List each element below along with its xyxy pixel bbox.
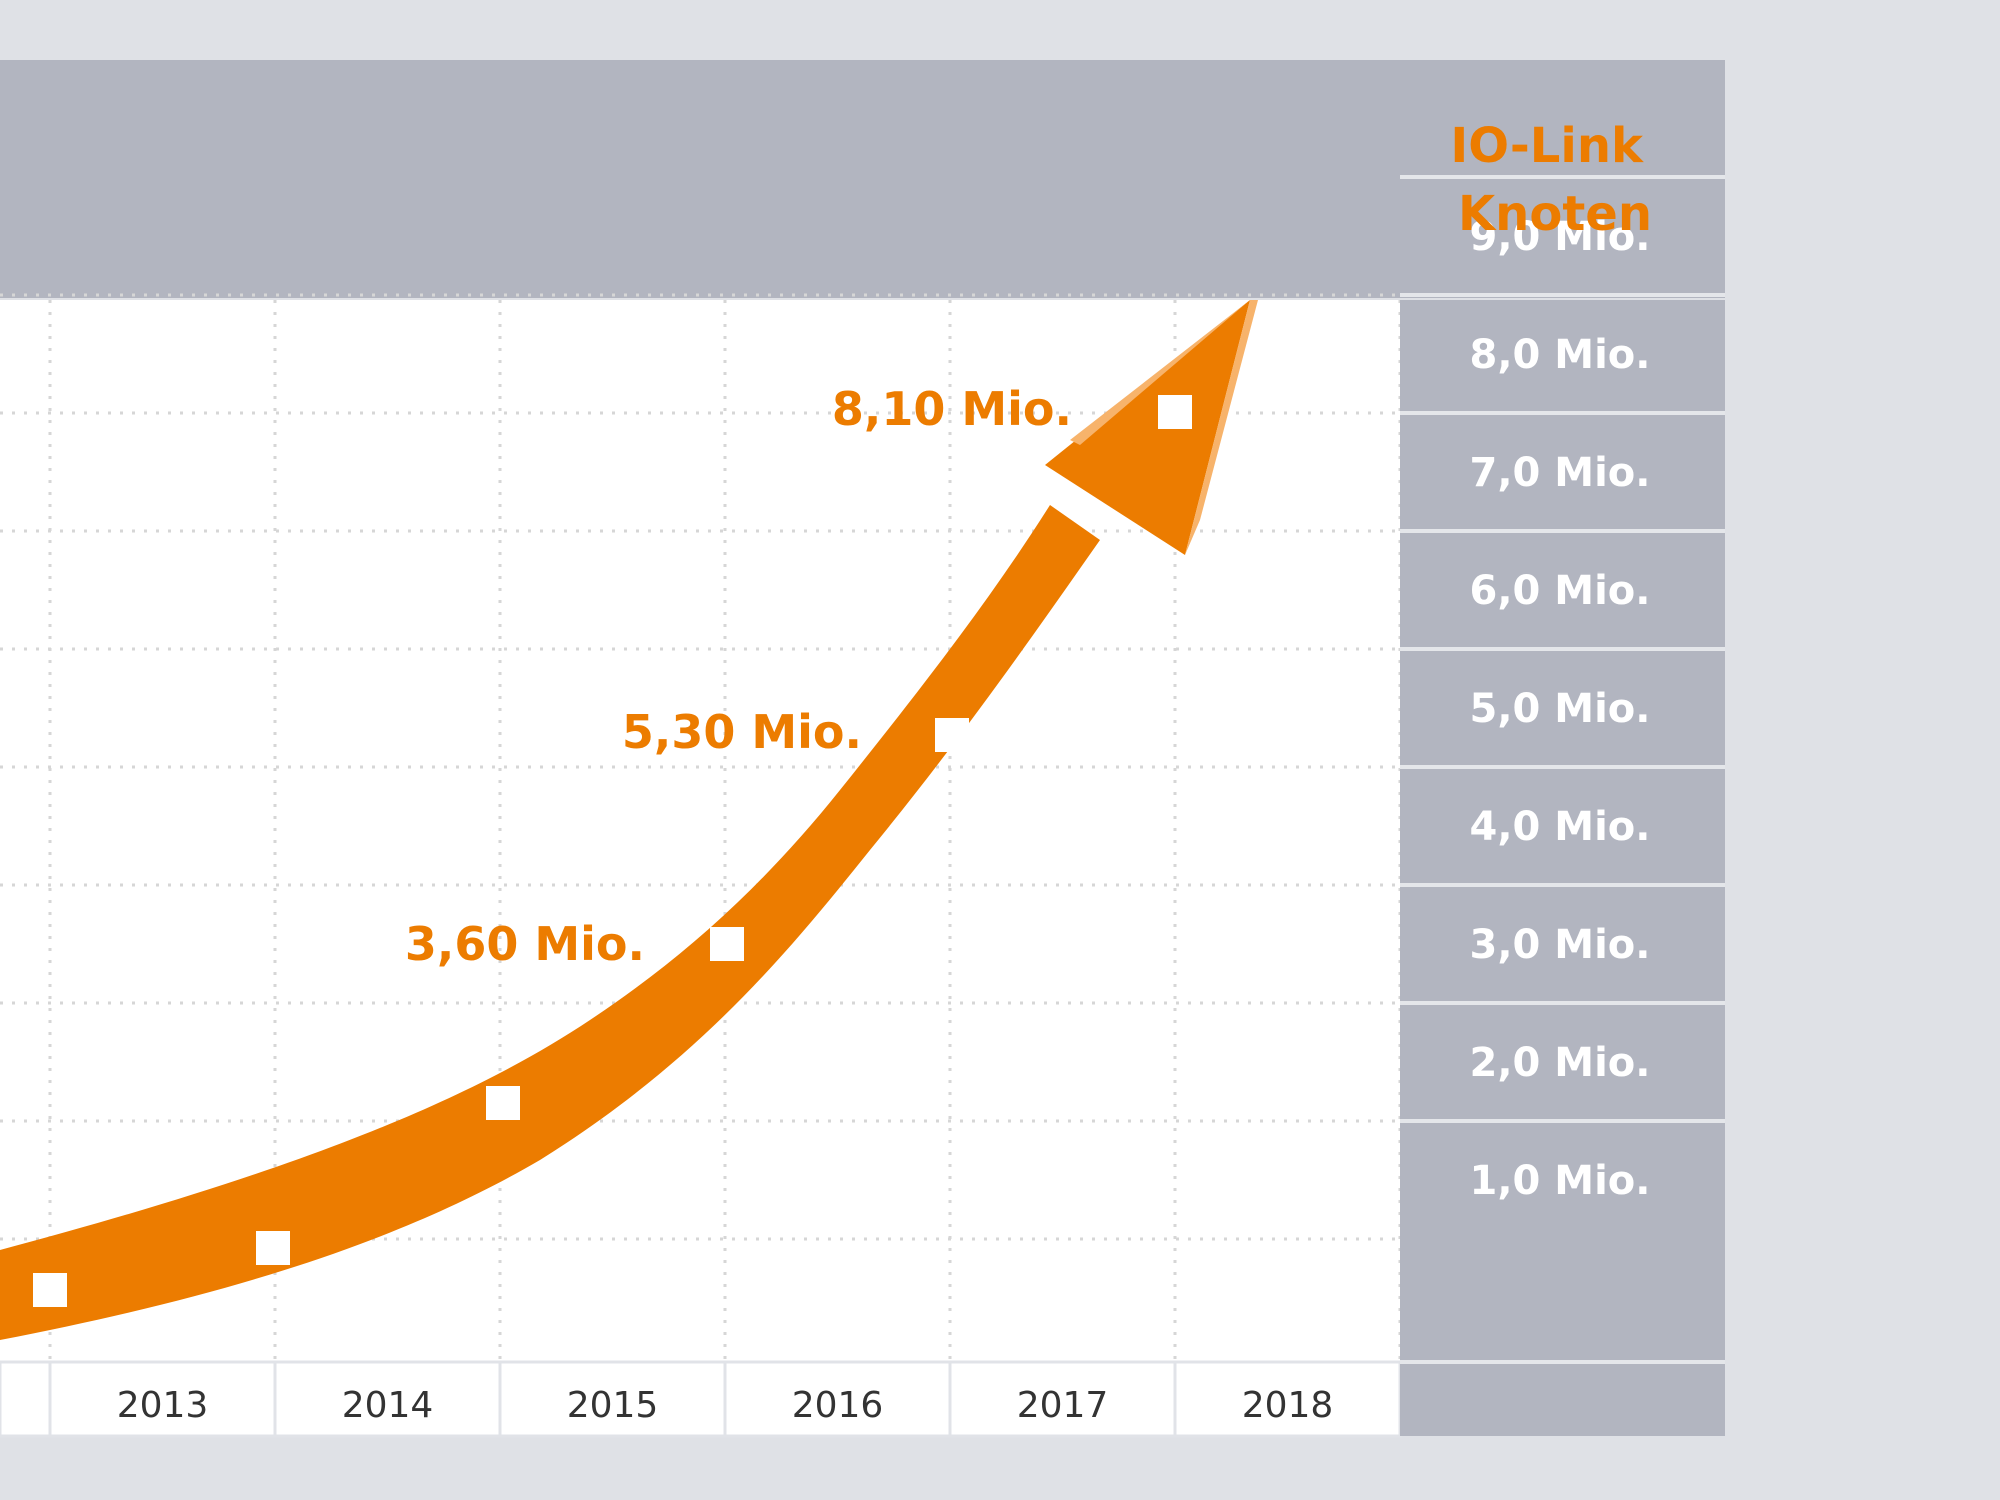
arrow-body <box>0 505 1100 1340</box>
y-tick-label: 2,0 Mio. <box>1470 1040 1651 1086</box>
arrow-head-highlight <box>1070 300 1250 445</box>
growth-arrow <box>0 300 1258 1340</box>
legend-title: IO-Link Knoten <box>1450 118 1659 242</box>
data-marker <box>33 1273 67 1307</box>
y-tick-label: 6,0 Mio. <box>1470 568 1651 614</box>
legend-title-line-2: Knoten <box>1458 186 1652 242</box>
y-tick-label: 3,0 Mio. <box>1470 922 1651 968</box>
y-tick-label: 1,0 Mio. <box>1470 1158 1651 1204</box>
data-marker <box>486 1086 520 1120</box>
x-tick-label: 2013 <box>117 1385 209 1426</box>
arrow-head <box>1045 300 1250 555</box>
data-label: 3,60 Mio. <box>405 917 645 971</box>
legend-title-line-1: IO-Link <box>1450 118 1644 174</box>
data-marker <box>935 718 969 752</box>
y-axis-panel <box>1400 300 1725 1436</box>
y-tick-label: 4,0 Mio. <box>1470 804 1651 850</box>
y-tick-label: 9,0 Mio. <box>1470 214 1651 260</box>
x-tick-label: 2016 <box>792 1385 884 1426</box>
data-label: 8,10 Mio. <box>832 382 1072 436</box>
y-tick-label: 8,0 Mio. <box>1470 332 1651 378</box>
data-marker <box>1158 395 1192 429</box>
arrow-head-highlight <box>1185 300 1258 555</box>
x-tick-label: 2018 <box>1242 1385 1334 1426</box>
y-axis: 1,0 Mio. 2,0 Mio. 3,0 Mio. 4,0 Mio. 5,0 Mio.… <box>1400 175 1725 1436</box>
y-tick-label: 5,0 Mio. <box>1470 686 1651 732</box>
y-tick-label: 7,0 Mio. <box>1470 450 1651 496</box>
data-marker <box>710 927 744 961</box>
x-axis: 2013 2014 2015 2016 2017 2018 <box>0 1360 1402 1438</box>
x-tick-label: 2014 <box>342 1385 434 1426</box>
data-marker <box>256 1231 290 1265</box>
x-tick-label: 2015 <box>567 1385 659 1426</box>
x-tick-label: 2017 <box>1017 1385 1109 1426</box>
data-markers <box>33 395 1192 1307</box>
data-labels: 3,60 Mio. 5,30 Mio. 8,10 Mio. <box>405 382 1072 971</box>
x-axis-band <box>0 1360 1402 1438</box>
data-label: 5,30 Mio. <box>622 705 862 759</box>
